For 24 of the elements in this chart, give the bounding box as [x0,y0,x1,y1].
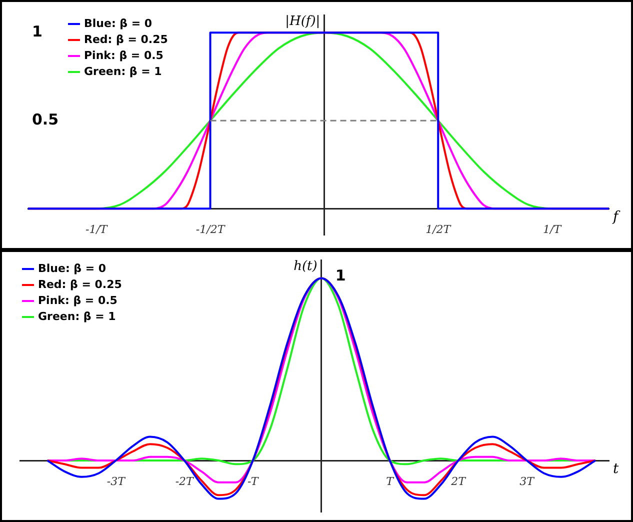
x-tick-label: 1/T [543,223,563,236]
annotation: 1 [335,266,346,285]
legend-label: Pink: β = 0.5 [84,48,164,62]
legend-label: Blue: β = 0 [38,262,106,275]
x-tick-label: 2T [450,474,468,488]
y-axis-title: |H(f)| [285,14,320,29]
x-axis-title: t [613,461,619,478]
legend-label: Blue: β = 0 [84,16,152,30]
legend-label: Green: β = 1 [84,64,162,78]
y-axis-title: h(t) [294,258,318,274]
x-tick-label: 3T [520,474,536,488]
x-tick-label: -1/T [85,223,109,236]
x-tick-label: -2T [175,474,196,488]
legend-label: Red: β = 0.25 [38,278,122,291]
x-tick-label: 1/2T [426,223,452,236]
legend-label: Green: β = 1 [38,310,116,323]
x-tick-label: T [386,474,396,488]
x-axis-title: f [612,209,621,226]
legend-label: Red: β = 0.25 [84,32,168,46]
x-tick-label: -3T [106,474,127,488]
y-tick-label: 0.5 [32,110,59,128]
legend-label: Pink: β = 0.5 [38,294,118,307]
x-tick-label: -1/2T [196,223,226,236]
x-tick-label: -T [248,474,260,488]
